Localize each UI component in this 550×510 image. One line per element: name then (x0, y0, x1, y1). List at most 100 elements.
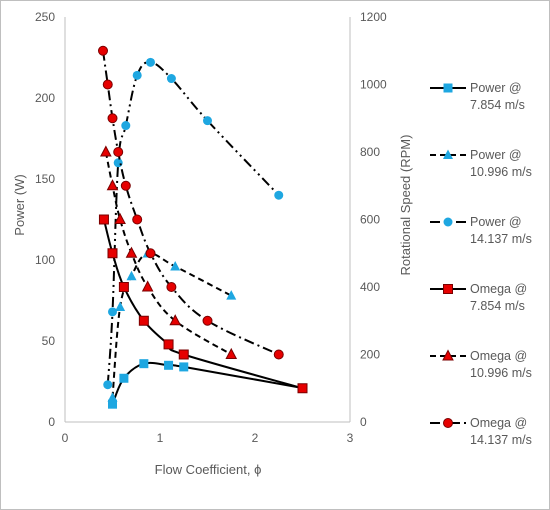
legend-label: Omega @ (470, 282, 527, 296)
series-1 (107, 248, 237, 402)
y-tick-label: 200 (35, 91, 55, 105)
series-layer (98, 45, 308, 409)
legend-label: Omega @ (470, 349, 527, 363)
series-0 (108, 359, 307, 409)
series-line (106, 61, 280, 385)
series-3 (98, 214, 308, 394)
data-point (163, 339, 174, 350)
data-point (126, 270, 137, 281)
y-tick-label: 250 (35, 10, 55, 24)
data-point (169, 314, 182, 326)
data-point (166, 74, 176, 84)
data-point (107, 248, 118, 259)
data-point (226, 290, 237, 300)
data-point (179, 362, 189, 372)
legend-marker (443, 217, 453, 227)
data-point (119, 373, 129, 383)
legend-item-3: Omega @ 7.854 m/s (430, 282, 527, 313)
legend-marker (443, 83, 453, 93)
y2-tick-label: 400 (360, 280, 380, 294)
y-tick-label: 0 (48, 415, 55, 429)
data-point (225, 347, 238, 359)
y-tick-label: 100 (35, 253, 55, 267)
data-point (115, 301, 126, 311)
data-point (102, 79, 113, 90)
data-point (166, 282, 177, 292)
data-point (273, 349, 284, 360)
x-tick-label: 2 (252, 431, 259, 445)
data-point (121, 121, 131, 131)
y2-tick-label: 1000 (360, 78, 387, 92)
data-point (107, 392, 118, 402)
data-point (297, 383, 308, 394)
legend-label: Power @ (470, 215, 522, 229)
legend-label: 10.996 m/s (470, 165, 532, 179)
data-point (164, 360, 174, 370)
data-point (103, 380, 113, 390)
data-point (132, 214, 143, 225)
y2-tick-label: 800 (360, 145, 380, 159)
legend-label: Power @ (470, 81, 522, 95)
series-5 (98, 45, 284, 360)
legend-label: 14.137 m/s (470, 433, 532, 447)
legend-item-4: Omega @ 10.996 m/s (430, 349, 532, 380)
series-line (102, 50, 280, 356)
data-point (203, 116, 212, 126)
legend-item-1: Power @ 10.996 m/s (430, 148, 532, 179)
data-point (108, 307, 117, 317)
data-point (125, 246, 138, 258)
legend-item-0: Power @ 7.854 m/s (430, 81, 525, 112)
data-point (146, 57, 155, 67)
legend-label: Power @ (470, 148, 522, 162)
y-tick-label: 150 (35, 172, 55, 186)
y-axis-title: Power (W) (12, 174, 27, 235)
x-tick-label: 3 (347, 431, 354, 445)
series-line (111, 252, 232, 398)
data-point (113, 147, 124, 157)
legend-marker (443, 418, 453, 428)
data-point (178, 349, 189, 360)
data-point (170, 260, 181, 271)
legend-label: 7.854 m/s (470, 299, 525, 313)
data-point (100, 145, 112, 157)
data-point (107, 113, 118, 124)
data-point (98, 45, 108, 56)
legend-marker (443, 149, 453, 159)
data-point (145, 248, 156, 259)
data-point (113, 158, 123, 168)
y2-tick-label: 0 (360, 415, 367, 429)
y2-tick-label: 600 (360, 213, 380, 227)
data-point (120, 180, 131, 191)
data-point (106, 179, 119, 191)
data-point (139, 359, 149, 369)
legend-label: 10.996 m/s (470, 366, 532, 380)
data-point (98, 214, 109, 225)
legend-label: Omega @ (470, 416, 527, 430)
data-point (132, 70, 142, 80)
x-tick-label: 0 (62, 431, 69, 445)
data-point (141, 280, 154, 292)
data-point (274, 190, 284, 200)
data-point (202, 315, 213, 326)
data-point (114, 212, 126, 224)
series-2 (103, 57, 284, 390)
legend-label: 7.854 m/s (470, 98, 525, 112)
y-tick-label: 50 (42, 334, 56, 348)
series-line (111, 361, 303, 405)
data-point (118, 282, 129, 292)
legend-item-5: Omega @ 14.137 m/s (430, 416, 532, 447)
series-4 (100, 145, 238, 359)
data-point (108, 399, 117, 409)
data-point (138, 315, 149, 326)
x-tick-label: 1 (157, 431, 164, 445)
legend-item-2: Power @ 14.137 m/s (430, 215, 532, 246)
series-line (102, 219, 303, 390)
legend-label: 14.137 m/s (470, 232, 532, 246)
y2-axis-title: Rotational Speed (RPM) (398, 135, 413, 276)
legend-marker (443, 284, 453, 294)
legend-marker (442, 349, 454, 361)
